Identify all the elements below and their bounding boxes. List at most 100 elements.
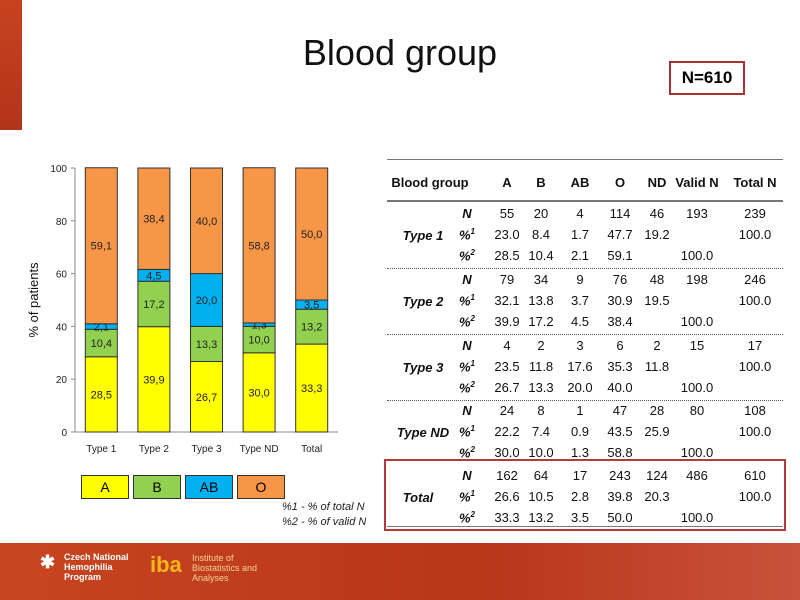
header-cell: AB	[570, 175, 590, 190]
table-cell: 23.5	[494, 359, 520, 374]
row-label: N	[462, 403, 472, 418]
table-cell: 33.3	[494, 510, 520, 525]
row-label: N	[462, 206, 472, 221]
page-title: Blood group	[302, 32, 498, 73]
header-cell: Valid N	[675, 175, 719, 190]
table-cell: 610	[744, 468, 766, 483]
table-cell: 25.9	[644, 424, 670, 439]
table-cell: 100.0	[738, 293, 772, 308]
table-cell: 2	[537, 338, 545, 353]
table-cell: 50.0	[607, 510, 633, 525]
row-label: %1	[458, 359, 476, 375]
table-cell: 80	[689, 403, 705, 418]
table-cell: 3.5	[570, 510, 590, 525]
row-label: %2	[458, 445, 476, 461]
row-label: N	[462, 338, 472, 353]
table-cell: 59.1	[607, 248, 633, 263]
data-label: 10,0	[248, 335, 269, 347]
data-label: 39,9	[143, 374, 164, 386]
header-cell: A	[502, 175, 512, 190]
logo-iba: Institute of Biostatistics and Analyses	[192, 553, 258, 583]
table-cell: 10.0	[528, 445, 554, 460]
data-label: 17,2	[143, 299, 164, 311]
data-label: 4,5	[146, 270, 161, 282]
table-cell: 108	[744, 403, 766, 418]
bar-segment-a	[84, 356, 118, 433]
row-label: %2	[458, 248, 476, 264]
group-separator	[387, 268, 783, 269]
header-cell: B	[536, 175, 546, 190]
data-label: 28,5	[91, 389, 112, 401]
table-cell: 7.4	[531, 424, 551, 439]
table-cell: 40.0	[607, 380, 633, 395]
table-cell: 246	[744, 272, 766, 287]
table-cell: 47.7	[607, 227, 633, 242]
bar-segment-b	[295, 308, 329, 345]
table-cell: 47	[612, 403, 628, 418]
table-cell: 100.0	[680, 248, 714, 263]
stacked-bar-chart: 0 20 40 60 80 100 % of patients Type 1 28,5 10,4 2…	[26, 164, 338, 455]
data-label: 3,5	[304, 300, 319, 312]
group-label: Type 3	[402, 360, 444, 375]
table-cell: 100.0	[738, 424, 772, 439]
table-cell: 13.2	[528, 510, 554, 525]
y-tick-label: 100	[50, 164, 67, 175]
table-cell: 19.5	[644, 293, 670, 308]
note-1: %1 - % of total N	[282, 501, 365, 513]
data-label: 33,3	[301, 383, 322, 395]
table-cell: 15	[689, 338, 705, 353]
row-label: N	[462, 272, 472, 287]
group-label: Type 1	[402, 228, 444, 243]
logo-czech-hemophilia: Czech National Hemophilia Program	[64, 552, 129, 582]
table-cell: 1.7	[570, 227, 590, 242]
bar-segment-b	[137, 280, 171, 328]
table-top-rule	[387, 159, 783, 160]
table-cell: 30.0	[494, 445, 520, 460]
data-label: 38,4	[143, 214, 164, 226]
header-cell: ND	[647, 175, 667, 190]
table-cell: 17.2	[528, 314, 554, 329]
total-highlight-box	[384, 459, 786, 531]
note-2: %2 - % of valid N	[282, 516, 367, 528]
row-label: %2	[458, 380, 476, 396]
data-label: 30,0	[248, 387, 269, 399]
y-axis-label: % of patients	[26, 262, 41, 338]
table-cell: 39.8	[607, 489, 633, 504]
legend-item-b: B	[133, 475, 181, 499]
table-cell: 17	[572, 468, 588, 483]
table-cell: 9	[576, 272, 584, 287]
bar-segment-a	[242, 352, 276, 433]
table-cell: 4	[576, 206, 584, 221]
table-bottom-rule	[387, 526, 783, 527]
table-cell: 239	[744, 206, 766, 221]
data-label: 26,7	[196, 392, 217, 404]
bar-segment-b	[190, 325, 223, 363]
bar-segment-o	[190, 167, 223, 275]
table-cell: 1	[576, 403, 584, 418]
table-cell: 28.5	[494, 248, 520, 263]
table-cell: 58.8	[607, 445, 633, 460]
table-cell: 486	[686, 468, 708, 483]
data-label: 40,0	[196, 216, 217, 228]
data-label: 13,2	[301, 322, 322, 334]
x-tick-label: Total	[301, 444, 322, 455]
group-label: Type 2	[402, 294, 444, 309]
row-label: N	[462, 468, 472, 483]
bar-segment-ab	[190, 273, 223, 327]
table-cell: 4	[503, 338, 511, 353]
table-cell: 8	[537, 403, 545, 418]
row-label: %2	[458, 314, 476, 330]
table-cell: 198	[686, 272, 708, 287]
table-cell: 20.0	[567, 380, 593, 395]
row-label: %1	[458, 489, 476, 505]
table-cell: 46	[649, 206, 665, 221]
table-cell: 0.9	[570, 424, 590, 439]
table-cell: 43.5	[607, 424, 633, 439]
data-label: 2,1	[94, 322, 109, 334]
table-cell: 10.4	[528, 248, 554, 263]
table-cell: 100.0	[680, 380, 714, 395]
table-cell: 11.8	[644, 359, 670, 374]
table-cell: 100.0	[680, 445, 714, 460]
bar-segment-a	[190, 361, 223, 433]
